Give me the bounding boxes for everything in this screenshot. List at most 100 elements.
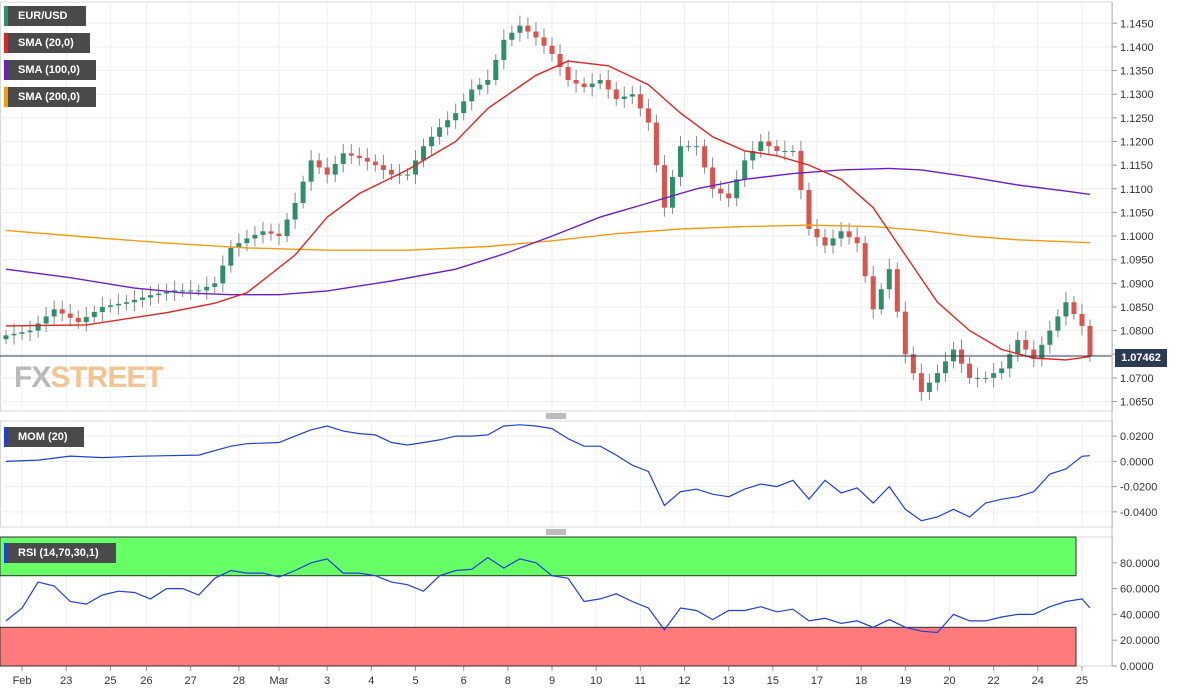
candle-body-116 bbox=[934, 373, 940, 383]
candle-body-134 bbox=[1079, 314, 1085, 326]
rsi-oversold-band bbox=[0, 626, 1077, 667]
candle-body-65 bbox=[525, 25, 531, 32]
main-y-label-13: 1.1300 bbox=[1120, 89, 1154, 101]
legend-sma200[interactable]: SMA (200,0) bbox=[4, 87, 96, 107]
candle-body-120 bbox=[967, 363, 973, 378]
candle-body-16 bbox=[131, 299, 137, 303]
candle-body-49 bbox=[396, 174, 402, 176]
x-label-3: 26 bbox=[140, 675, 152, 687]
candle-body-10 bbox=[83, 317, 89, 323]
candle-body-122 bbox=[983, 377, 989, 379]
logo-street: STREET bbox=[50, 361, 163, 394]
candle-body-58 bbox=[469, 89, 475, 102]
candle-body-27 bbox=[220, 265, 226, 284]
candle-body-1 bbox=[11, 333, 17, 336]
main-y-label-9: 1.1100 bbox=[1120, 184, 1153, 196]
candle-body-119 bbox=[959, 349, 965, 364]
x-label-8: 4 bbox=[368, 675, 374, 687]
rsi-y-label-1: 60.0000 bbox=[1120, 584, 1160, 596]
candle-body-124 bbox=[999, 368, 1005, 374]
legend-rsi[interactable]: RSI (14,70,30,1) bbox=[4, 543, 116, 563]
x-label-22: 22 bbox=[988, 675, 1000, 687]
candle-body-102 bbox=[822, 237, 828, 246]
main-y-label-6: 1.0950 bbox=[1120, 255, 1154, 267]
candle-body-17 bbox=[140, 297, 146, 300]
x-label-18: 17 bbox=[811, 675, 823, 687]
candle-body-25 bbox=[204, 286, 210, 291]
x-label-2: 25 bbox=[104, 675, 116, 687]
candle-body-22 bbox=[180, 290, 186, 292]
main-y-label-14: 1.1350 bbox=[1120, 66, 1154, 78]
legend-mom[interactable]: MOM (20) bbox=[4, 427, 84, 447]
candle-body-57 bbox=[461, 101, 467, 114]
candle-body-52 bbox=[421, 146, 427, 161]
candle-body-121 bbox=[975, 377, 981, 379]
candle-body-72 bbox=[581, 83, 587, 88]
candle-body-101 bbox=[814, 228, 820, 238]
legend-sma100[interactable]: SMA (100,0) bbox=[4, 60, 96, 80]
fxstreet-logo: FXSTREET bbox=[14, 361, 164, 395]
candle-body-51 bbox=[413, 160, 419, 175]
candle-body-109 bbox=[878, 289, 884, 310]
candle-body-107 bbox=[862, 243, 868, 277]
candle-body-131 bbox=[1055, 316, 1061, 331]
legend-sma100-label: SMA (100,0) bbox=[18, 64, 80, 76]
candle-body-99 bbox=[798, 150, 804, 190]
legend-mom-label: MOM (20) bbox=[18, 431, 68, 443]
legend-eurusd[interactable]: EUR/USD bbox=[4, 6, 86, 26]
candle-body-37 bbox=[300, 181, 306, 203]
candle-body-8 bbox=[67, 313, 73, 318]
legend-swatch-sma20 bbox=[4, 33, 8, 53]
x-label-5: 28 bbox=[233, 675, 245, 687]
x-label-4: 27 bbox=[185, 675, 197, 687]
candle-body-133 bbox=[1071, 302, 1077, 315]
legend-sma20[interactable]: SMA (20,0) bbox=[4, 33, 90, 53]
x-label-6: Mar bbox=[270, 675, 289, 687]
candle-body-104 bbox=[838, 231, 844, 239]
legend-sma20-label: SMA (20,0) bbox=[18, 37, 74, 49]
legend-eurusd-label: EUR/USD bbox=[18, 10, 68, 22]
x-label-17: 15 bbox=[767, 675, 779, 687]
candle-body-100 bbox=[806, 189, 812, 229]
x-label-9: 5 bbox=[412, 675, 418, 687]
x-label-14: 11 bbox=[635, 675, 646, 687]
candle-body-114 bbox=[918, 373, 924, 393]
main-y-label-12: 1.1250 bbox=[1120, 113, 1154, 125]
rsi-overbought-band bbox=[0, 536, 1077, 577]
candle-body-105 bbox=[846, 231, 852, 238]
candle-body-132 bbox=[1063, 302, 1069, 317]
main-y-label-3: 1.0800 bbox=[1120, 326, 1154, 338]
x-label-21: 20 bbox=[943, 675, 955, 687]
candle-body-20 bbox=[164, 292, 170, 294]
candle-body-74 bbox=[597, 80, 603, 84]
candle-body-118 bbox=[950, 349, 956, 362]
candle-body-44 bbox=[356, 155, 362, 159]
candle-body-94 bbox=[758, 141, 764, 151]
candle-body-56 bbox=[453, 113, 459, 121]
candle-body-108 bbox=[870, 276, 876, 310]
sma20-line bbox=[5, 60, 1091, 361]
mom-y-label-1: 0.0000 bbox=[1120, 456, 1154, 468]
candle-body-5 bbox=[43, 316, 49, 324]
candle-body-73 bbox=[589, 83, 595, 88]
x-label-16: 13 bbox=[723, 675, 735, 687]
mom-panel-frame bbox=[0, 420, 1113, 528]
candle-body-33 bbox=[268, 231, 274, 234]
candle-body-39 bbox=[316, 160, 322, 168]
candle-body-63 bbox=[509, 32, 515, 40]
main-y-label-10: 1.1150 bbox=[1120, 160, 1153, 172]
candle-body-130 bbox=[1047, 330, 1053, 345]
x-label-1: 23 bbox=[60, 675, 72, 687]
candle-body-85 bbox=[686, 146, 692, 148]
candle-body-29 bbox=[236, 243, 242, 248]
candle-body-76 bbox=[613, 89, 619, 99]
main-y-label-1: 1.0700 bbox=[1120, 373, 1154, 385]
candle-body-91 bbox=[734, 179, 740, 199]
mom-y-label-3: -0.0400 bbox=[1120, 507, 1157, 519]
candle-body-97 bbox=[782, 150, 788, 152]
candle-body-67 bbox=[541, 37, 547, 46]
candle-body-24 bbox=[196, 290, 202, 292]
candle-body-38 bbox=[308, 160, 314, 182]
candle-body-92 bbox=[742, 160, 748, 180]
